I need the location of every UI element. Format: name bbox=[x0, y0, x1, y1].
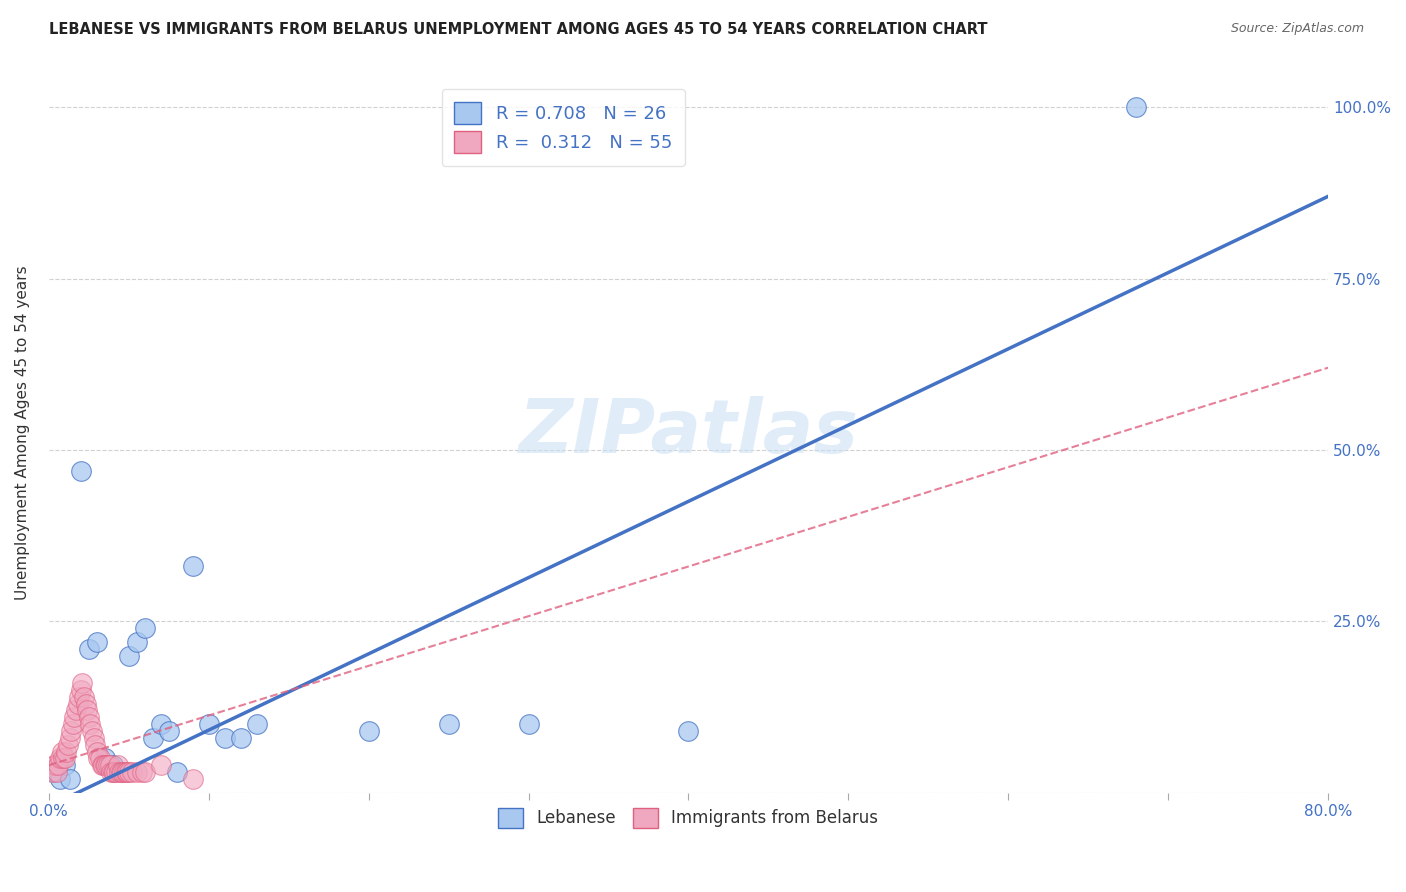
Point bbox=[55, 745, 77, 759]
Point bbox=[66, 697, 89, 711]
Point bbox=[42, 765, 65, 780]
Point bbox=[53, 758, 76, 772]
Point bbox=[76, 703, 98, 717]
Point bbox=[42, 758, 65, 772]
Point bbox=[1125, 100, 1147, 114]
Point bbox=[49, 772, 72, 786]
Point bbox=[101, 765, 124, 780]
Point bbox=[77, 641, 100, 656]
Point bbox=[93, 758, 115, 772]
Point bbox=[60, 723, 83, 738]
Point bbox=[86, 745, 108, 759]
Point bbox=[90, 758, 112, 772]
Point bbox=[98, 758, 121, 772]
Y-axis label: Unemployment Among Ages 45 to 54 years: Unemployment Among Ages 45 to 54 years bbox=[15, 266, 30, 600]
Point bbox=[125, 635, 148, 649]
Point bbox=[166, 765, 188, 780]
Point bbox=[49, 751, 72, 765]
Point bbox=[181, 559, 204, 574]
Point bbox=[149, 758, 172, 772]
Point bbox=[118, 648, 141, 663]
Point bbox=[111, 765, 134, 780]
Point bbox=[110, 765, 132, 780]
Point bbox=[100, 765, 122, 780]
Point bbox=[87, 751, 110, 765]
Point bbox=[108, 765, 131, 780]
Point bbox=[107, 758, 129, 772]
Point bbox=[101, 758, 124, 772]
Point bbox=[121, 765, 143, 780]
Point bbox=[149, 717, 172, 731]
Point bbox=[214, 731, 236, 745]
Point bbox=[134, 621, 156, 635]
Point bbox=[517, 717, 540, 731]
Point bbox=[84, 738, 107, 752]
Point bbox=[89, 751, 111, 765]
Point bbox=[72, 676, 94, 690]
Point bbox=[56, 738, 79, 752]
Point bbox=[53, 751, 76, 765]
Point bbox=[83, 731, 105, 745]
Point bbox=[104, 765, 127, 780]
Point bbox=[77, 710, 100, 724]
Point bbox=[58, 731, 80, 745]
Legend: Lebanese, Immigrants from Belarus: Lebanese, Immigrants from Belarus bbox=[492, 801, 886, 835]
Point bbox=[44, 758, 66, 772]
Point bbox=[103, 765, 125, 780]
Point bbox=[125, 765, 148, 780]
Point bbox=[41, 765, 63, 780]
Point bbox=[58, 772, 80, 786]
Point bbox=[62, 717, 84, 731]
Point bbox=[69, 463, 91, 477]
Point bbox=[678, 723, 700, 738]
Point bbox=[45, 765, 67, 780]
Point bbox=[112, 765, 135, 780]
Point bbox=[46, 758, 69, 772]
Point bbox=[65, 703, 87, 717]
Point bbox=[67, 690, 90, 704]
Point bbox=[51, 745, 73, 759]
Text: ZIPatlas: ZIPatlas bbox=[519, 396, 859, 469]
Point bbox=[229, 731, 252, 745]
Point bbox=[52, 751, 75, 765]
Point bbox=[86, 635, 108, 649]
Point bbox=[91, 758, 114, 772]
Point bbox=[437, 717, 460, 731]
Point bbox=[197, 717, 219, 731]
Point bbox=[96, 758, 118, 772]
Point bbox=[134, 765, 156, 780]
Point bbox=[157, 723, 180, 738]
Point bbox=[142, 731, 165, 745]
Point bbox=[69, 682, 91, 697]
Point bbox=[118, 765, 141, 780]
Text: Source: ZipAtlas.com: Source: ZipAtlas.com bbox=[1230, 22, 1364, 36]
Point bbox=[97, 758, 120, 772]
Point bbox=[131, 765, 153, 780]
Point bbox=[246, 717, 269, 731]
Point bbox=[80, 723, 103, 738]
Point bbox=[79, 717, 101, 731]
Point bbox=[63, 710, 86, 724]
Point bbox=[114, 765, 136, 780]
Point bbox=[115, 765, 138, 780]
Point bbox=[73, 690, 96, 704]
Point bbox=[75, 697, 97, 711]
Point bbox=[93, 751, 115, 765]
Point bbox=[181, 772, 204, 786]
Text: LEBANESE VS IMMIGRANTS FROM BELARUS UNEMPLOYMENT AMONG AGES 45 TO 54 YEARS CORRE: LEBANESE VS IMMIGRANTS FROM BELARUS UNEM… bbox=[49, 22, 987, 37]
Point bbox=[357, 723, 380, 738]
